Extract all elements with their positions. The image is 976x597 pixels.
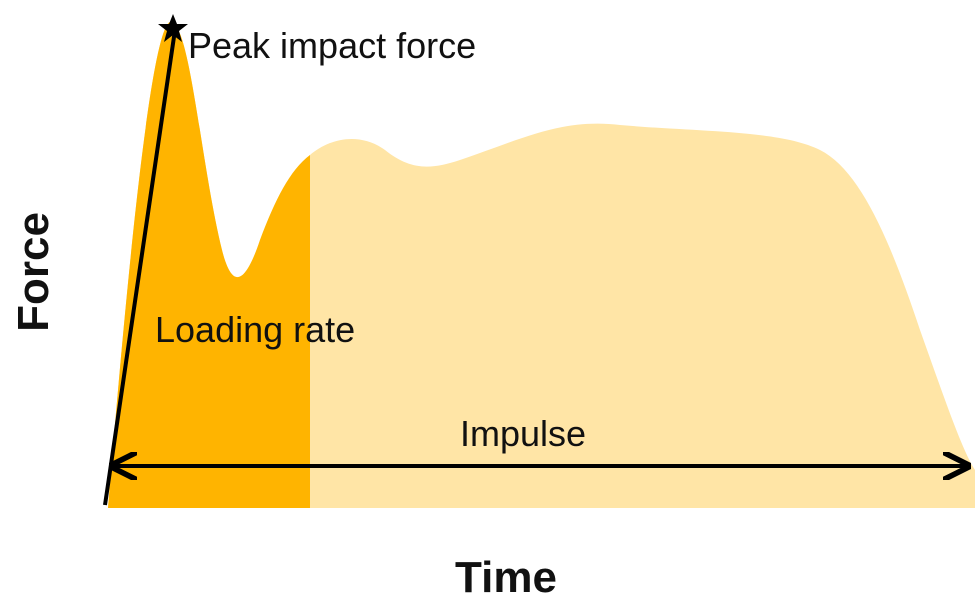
impulse-label: Impulse [460,413,586,454]
loading-region-fill [108,21,310,508]
force-curve-area [108,21,975,508]
peak-label: Peak impact force [188,25,476,66]
peak-star [158,14,188,42]
x-axis-label: Time [455,553,557,597]
loading-rate-line [103,29,177,506]
y-axis-label: Force [9,212,58,332]
loading-label: Loading rate [155,309,355,350]
